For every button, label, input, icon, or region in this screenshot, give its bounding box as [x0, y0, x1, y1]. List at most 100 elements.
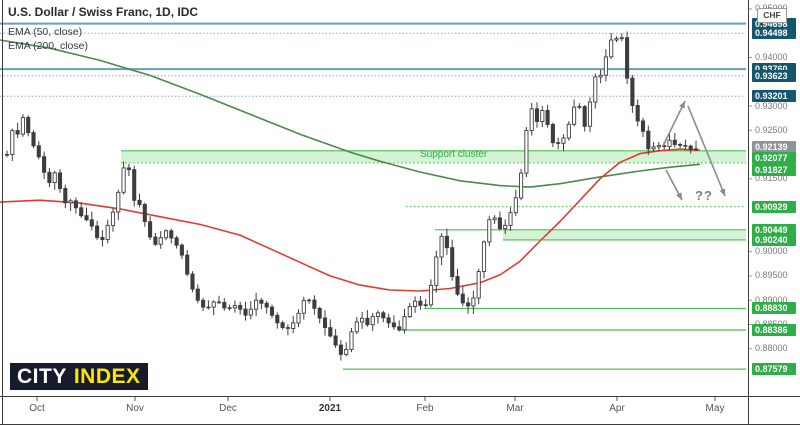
candle-up — [471, 297, 476, 307]
candle-down — [126, 167, 131, 171]
candle-down — [259, 299, 264, 304]
candle-down — [57, 172, 63, 189]
candle-up — [519, 172, 524, 199]
candle-down — [545, 110, 550, 125]
candle-down — [275, 314, 280, 324]
candle-down — [36, 145, 41, 158]
chart-left-border — [2, 0, 3, 424]
candle-down — [455, 276, 460, 295]
candle-down — [625, 37, 630, 79]
price-axis[interactable]: 0.950000.940000.930000.925000.915000.900… — [748, 0, 800, 424]
candle-up — [407, 306, 412, 318]
candle-down — [365, 317, 370, 326]
candle-down — [169, 230, 174, 239]
currency-unit-badge[interactable]: CHF — [757, 8, 787, 23]
candle-up — [566, 123, 571, 139]
month-label: Feb — [416, 403, 434, 414]
arrow-head — [679, 101, 685, 109]
price-tick-label: 0.89500 — [755, 270, 788, 281]
candle-down — [672, 139, 677, 145]
candle-down — [534, 108, 540, 122]
candle-up — [291, 322, 296, 329]
price-tick-label: 0.93000 — [755, 100, 788, 111]
month-label: Mar — [506, 403, 524, 414]
candle-up — [572, 106, 577, 125]
candle-down — [556, 142, 561, 144]
forecast-arrows[interactable] — [662, 100, 726, 201]
candle-up — [614, 38, 619, 41]
candle-up — [354, 321, 359, 333]
candle-down — [132, 169, 137, 201]
candle-down — [264, 302, 269, 308]
candle-up — [110, 211, 116, 226]
support-zones — [121, 150, 746, 241]
candle-up — [116, 191, 121, 213]
candle-down — [243, 308, 248, 316]
arrow-line — [662, 100, 686, 147]
candle-up — [375, 312, 381, 317]
candle-down — [317, 307, 322, 319]
candle-up — [20, 117, 25, 135]
symbol-title[interactable]: U.S. Dollar / Swiss Franc, 1D, IDC — [8, 5, 199, 19]
candle-up — [413, 300, 418, 307]
logo-text-index: INDEX — [73, 365, 141, 388]
candle-up — [344, 348, 349, 355]
candle-down — [683, 145, 688, 147]
candle-down — [238, 305, 243, 310]
candle-down — [222, 302, 227, 309]
candle-up — [370, 316, 375, 326]
candle-down — [89, 219, 94, 227]
candle-up — [598, 74, 603, 78]
candle-down — [444, 235, 449, 249]
candle-up — [4, 154, 10, 156]
candle-down — [466, 302, 471, 307]
arrow-line — [687, 105, 726, 197]
candle-down — [179, 244, 184, 256]
month-label: May — [705, 403, 725, 414]
candle-down — [460, 293, 465, 304]
candle-down — [391, 322, 396, 328]
candle-up — [307, 299, 312, 302]
candle-up — [587, 101, 593, 127]
candle-up — [487, 219, 492, 243]
arrow-head — [719, 188, 726, 196]
candle-down — [185, 254, 190, 275]
candle-up — [360, 317, 365, 323]
candle-down — [174, 237, 179, 246]
candle-down — [285, 327, 290, 329]
price-level-label: 0.87579 — [752, 363, 796, 376]
candle-up — [603, 56, 608, 76]
price-tick-label: 0.88500 — [755, 319, 788, 330]
ema50-line — [0, 148, 701, 292]
indicator-label-ema50[interactable]: EMA (50, close) — [8, 26, 83, 38]
candle-down — [662, 145, 667, 148]
price-tick-label: 0.89000 — [755, 294, 788, 305]
candle-down — [216, 301, 222, 304]
candle-up — [508, 212, 513, 226]
candle-up — [651, 146, 656, 150]
candle-down — [195, 288, 200, 301]
price-level-label: 0.88386 — [752, 323, 796, 336]
price-level-label: 0.93623 — [752, 69, 796, 82]
indicator-label-ema200[interactable]: EMA (200, close) — [8, 40, 88, 52]
candle-down — [386, 317, 391, 324]
time-axis[interactable]: Oct Nov Dec 2021 Feb Mar Apr May — [0, 396, 800, 425]
price-level-label: 0.92077 — [752, 151, 796, 164]
candle-down — [688, 145, 693, 150]
candle-down — [333, 335, 338, 346]
candle-up — [158, 237, 163, 245]
candle-down — [47, 171, 52, 184]
support-cluster-annotation: Support cluster — [420, 149, 488, 160]
candle-up — [439, 235, 444, 258]
price-level-label: 0.94498 — [752, 27, 796, 40]
candle-up — [52, 172, 57, 184]
candle-down — [630, 77, 635, 106]
city-index-logo: CITY INDEX — [10, 363, 148, 390]
candle-up — [476, 271, 481, 299]
candle-up — [481, 241, 487, 272]
candle-up — [656, 145, 661, 148]
candle-up — [349, 331, 354, 350]
candle-up — [434, 256, 439, 286]
